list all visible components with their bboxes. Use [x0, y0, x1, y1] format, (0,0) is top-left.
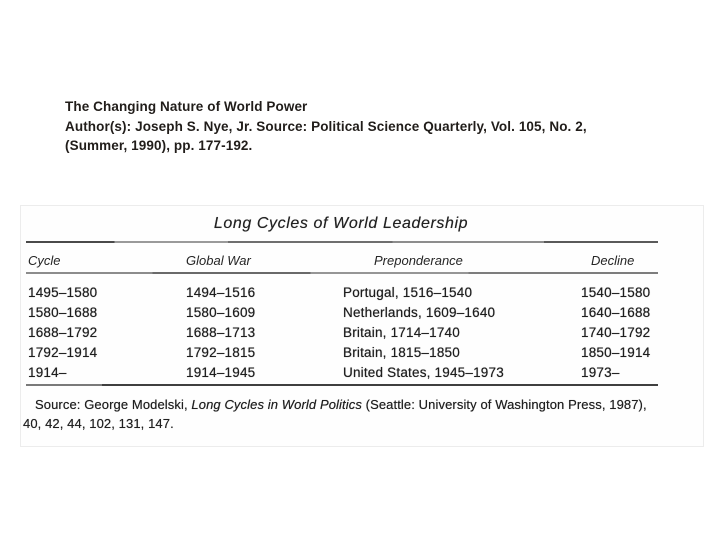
citation-issue: (Summer, 1990), pp. 177-192. — [65, 138, 253, 153]
citation-block: The Changing Nature of World Power Autho… — [65, 97, 605, 156]
table-title: Long Cycles of World Leadership — [213, 215, 469, 232]
table-row: 1495–1580 1494–1516 Portugal, 1516–1540 … — [21, 285, 681, 303]
column-header-global-war: Global War — [186, 253, 251, 268]
cell-decline: 1740–1792 — [581, 325, 651, 340]
table-row: 1580–1688 1580–1609 Netherlands, 1609–16… — [21, 305, 681, 323]
cell-preponderance: Britain, 1815–1850 — [343, 345, 460, 360]
cell-preponderance: Portugal, 1516–1540 — [343, 285, 473, 300]
cell-preponderance: Britain, 1714–1740 — [343, 325, 460, 340]
column-header-preponderance: Preponderance — [374, 253, 463, 268]
cell-cycle: 1792–1914 — [28, 345, 98, 360]
cell-preponderance: Netherlands, 1609–1640 — [343, 305, 496, 320]
cell-decline: 1540–1580 — [581, 285, 651, 300]
table-rule-top — [26, 241, 658, 243]
table-row: 1914– 1914–1945 United States, 1945–1973… — [21, 365, 681, 383]
cell-decline: 1850–1914 — [581, 345, 651, 360]
table-row: 1688–1792 1688–1713 Britain, 1714–1740 1… — [21, 325, 681, 343]
cell-cycle: 1495–1580 — [28, 285, 98, 300]
scanned-table-image: Long Cycles of World Leadership Cycle Gl… — [20, 205, 704, 447]
table-rule-under-header — [26, 272, 658, 274]
source-note: Source: George Modelski, Long Cycles in … — [23, 395, 691, 433]
table-row: 1792–1914 1792–1815 Britain, 1815–1850 1… — [21, 345, 681, 363]
source-line-1: Source: George Modelski, Long Cycles in … — [23, 395, 691, 414]
column-header-cycle: Cycle — [28, 253, 61, 268]
cell-cycle: 1580–1688 — [28, 305, 98, 320]
cell-global-war: 1580–1609 — [186, 305, 256, 320]
cell-cycle: 1688–1792 — [28, 325, 98, 340]
table-header-row: Cycle Global War Preponderance Decline — [21, 253, 681, 271]
citation-title: The Changing Nature of World Power — [65, 99, 308, 114]
cell-decline: 1640–1688 — [581, 305, 651, 320]
cell-global-war: 1792–1815 — [186, 345, 256, 360]
citation-authors: Author(s): Joseph S. Nye, Jr. Source: Po… — [65, 118, 587, 134]
source-prefix: Source: George Modelski, — [35, 397, 192, 412]
cell-global-war: 1914–1945 — [186, 365, 256, 380]
cell-decline: 1973– — [581, 365, 620, 380]
cell-global-war: 1494–1516 — [186, 285, 256, 300]
source-suffix: (Seattle: University of Washington Press… — [361, 397, 647, 412]
cell-global-war: 1688–1713 — [186, 325, 256, 340]
cell-preponderance: United States, 1945–1973 — [343, 365, 504, 380]
column-header-decline: Decline — [591, 253, 635, 268]
table-rule-bottom — [26, 384, 658, 386]
cell-cycle: 1914– — [28, 365, 67, 380]
source-line-2: 40, 42, 44, 102, 131, 147. — [23, 416, 174, 431]
source-book-title: Long Cycles in World Politics — [191, 397, 362, 412]
